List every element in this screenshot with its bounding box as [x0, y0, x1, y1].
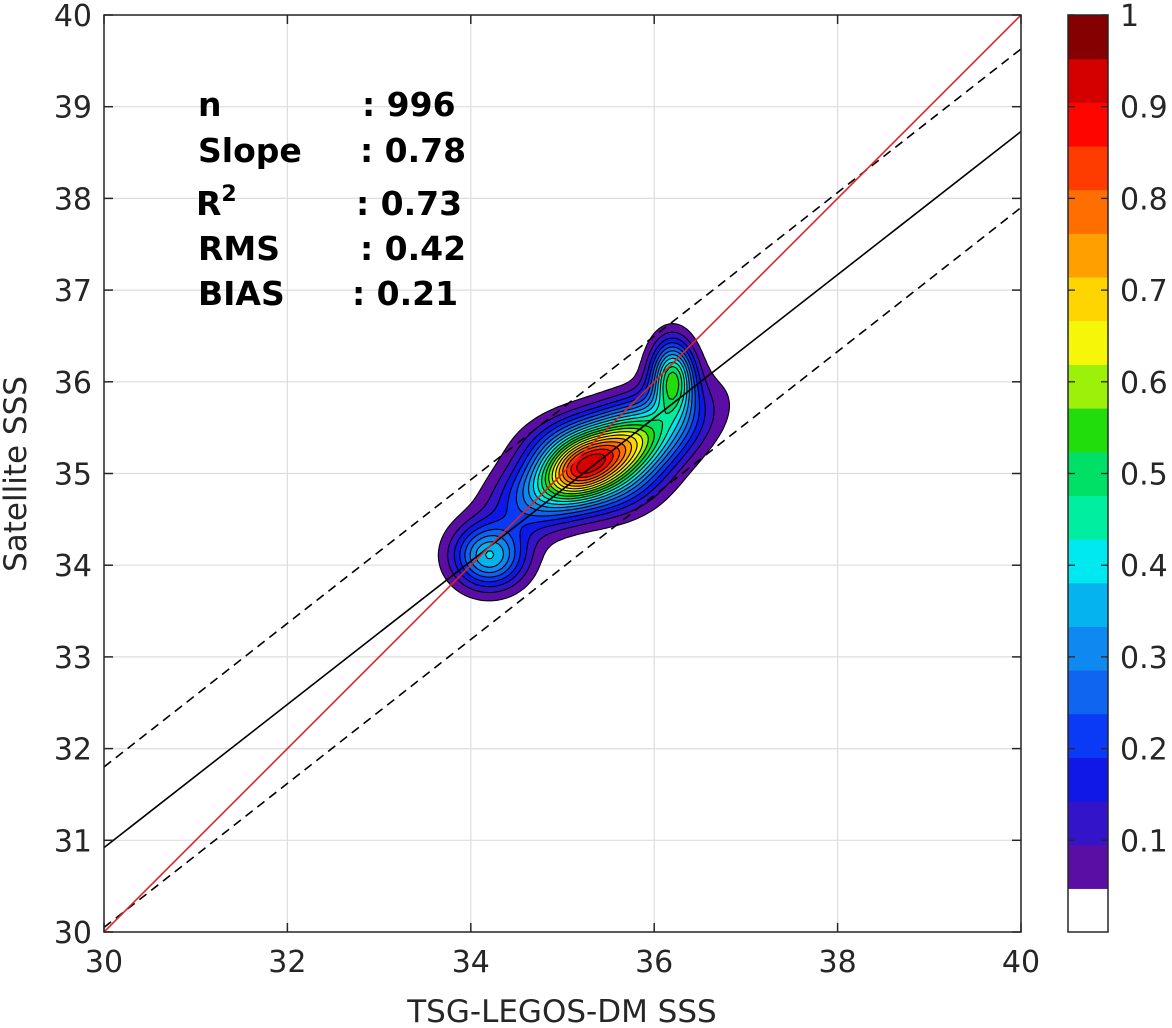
stat-value: : 0.42 [360, 229, 466, 268]
contour-line [484, 357, 688, 560]
colorbar-segment [1068, 320, 1108, 365]
y-tick-label: 30 [54, 916, 92, 951]
identity-line [104, 15, 1021, 932]
stat-value: : 0.78 [360, 131, 466, 170]
x-axis-label: TSG-LEGOS-DM SSS [406, 994, 716, 1028]
regression-line [104, 130, 1021, 849]
stat-superscript: 2 [221, 182, 236, 207]
stat-value: : 0.21 [352, 274, 458, 313]
colorbar-segment [1068, 626, 1108, 671]
contour-line [447, 331, 715, 594]
y-axis-label: Satellite SSS [0, 376, 34, 572]
contour-line [437, 322, 731, 602]
colorbar-segment [1068, 189, 1108, 234]
colorbar-segment [1068, 102, 1108, 147]
colorbar-segment [1068, 713, 1108, 758]
colorbar-segment [1068, 233, 1108, 278]
colorbar-segment [1068, 277, 1108, 322]
x-tick-label: 40 [1002, 945, 1040, 980]
x-tick-label: 30 [85, 945, 123, 980]
colorbar-tick-label: 0.2 [1120, 733, 1168, 768]
colorbar-segment [1068, 670, 1108, 715]
stat-value: : 0.73 [356, 184, 462, 223]
y-tick-label: 31 [54, 824, 92, 859]
stat-label: Slope [198, 131, 302, 170]
x-tick-label: 36 [635, 945, 673, 980]
colorbar-tick-label: 0.1 [1120, 824, 1168, 859]
x-tick-label: 32 [268, 945, 306, 980]
contour-line [548, 427, 649, 495]
fit-lines [104, 15, 1021, 932]
y-tick-label: 39 [54, 91, 92, 126]
colorbar-tick-label: 0.3 [1120, 641, 1168, 676]
colorbar-segment [1068, 757, 1108, 802]
stat-label: n [198, 85, 222, 124]
colorbar-segment [1068, 146, 1108, 191]
colorbar-tick-label: 0.7 [1120, 274, 1168, 309]
colorbar-segment [1068, 844, 1108, 889]
colorbar-segment [1068, 539, 1108, 584]
y-tick-label: 37 [54, 274, 92, 309]
contour-line [469, 350, 693, 574]
colorbar-tick-label: 1 [1120, 0, 1139, 34]
contour-line [537, 361, 686, 503]
y-tick-label: 40 [54, 0, 92, 34]
colorbar-segment [1068, 15, 1108, 60]
colorbar-segment [1068, 58, 1108, 103]
grid-lines [103, 14, 1022, 933]
y-tick-label: 33 [54, 641, 92, 676]
colorbar-tick-label: 0.6 [1120, 366, 1168, 401]
stat-value: : 996 [362, 85, 456, 124]
axis-ticks: 30 32 34 36 38 40 30 31 32 33 34 35 36 37 38 39 40 [54, 0, 1040, 980]
contour-line [475, 353, 690, 568]
x-tick-label: 38 [819, 945, 857, 980]
y-tick-label: 32 [54, 733, 92, 768]
x-tick-label: 34 [452, 945, 490, 980]
colorbar-segment [1068, 495, 1108, 540]
colorbar-segment [1068, 888, 1108, 933]
colorbar-segment [1068, 408, 1108, 453]
y-tick-label: 35 [54, 458, 92, 493]
contour-line [453, 337, 706, 588]
y-tick-label: 34 [54, 549, 92, 584]
colorbar-segment [1068, 582, 1108, 627]
contour-line [558, 437, 633, 487]
colorbar-segment [1068, 801, 1108, 846]
colorbar-tick-label: 0.5 [1120, 458, 1168, 493]
colorbar-tick-label: 0.4 [1120, 549, 1168, 584]
contour-line [459, 342, 701, 583]
colorbar-tick-label: 0.9 [1120, 91, 1168, 126]
contour-line [464, 346, 696, 578]
colorbar-segment [1068, 364, 1108, 409]
stat-label: BIAS [198, 274, 285, 313]
y-tick-label: 36 [54, 366, 92, 401]
colorbar-tick-label: 0.8 [1120, 182, 1168, 217]
colorbar: 0.1 0.2 0.3 0.4 0.5 0.6 0.7 0.8 0.9 1 [1067, 0, 1168, 933]
stat-label: RMS [198, 229, 280, 268]
contour-line [555, 434, 638, 490]
y-tick-label: 38 [54, 182, 92, 217]
